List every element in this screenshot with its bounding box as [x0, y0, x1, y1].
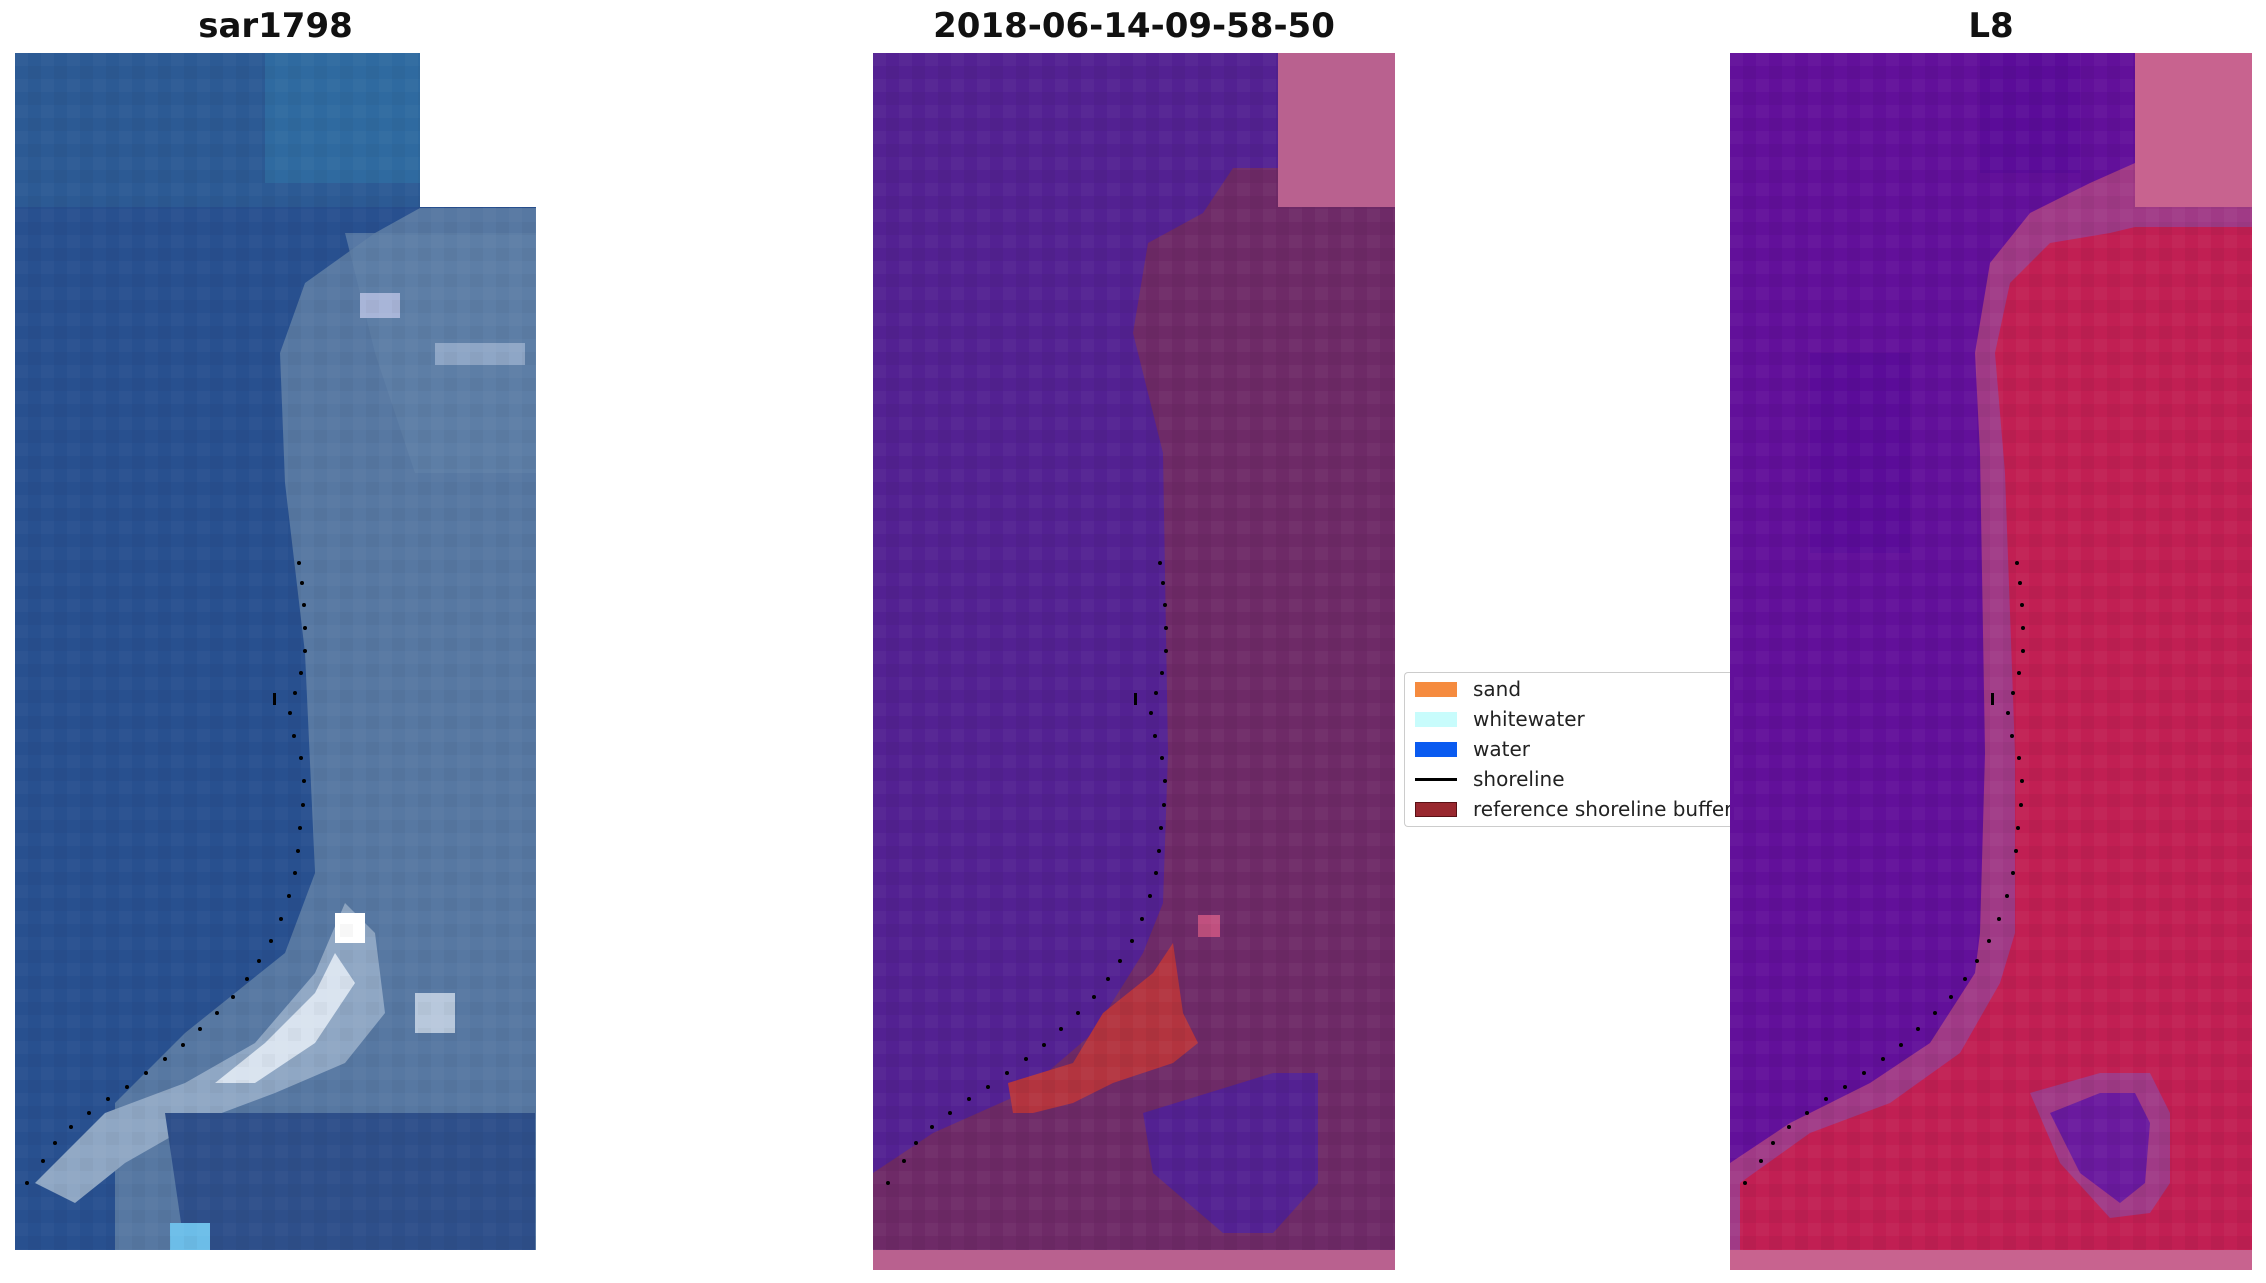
mndwi-image-panel [1730, 53, 2252, 1270]
sand-swatch [1415, 681, 1457, 697]
legend-label: reference shoreline buffer [1473, 797, 1733, 821]
classified-image-panel [873, 53, 1395, 1270]
legend-label: water [1473, 737, 1530, 761]
panel-title-classified: 2018-06-14-09-58-50 [933, 6, 1335, 46]
shoreline-dots [886, 561, 1168, 1185]
legend-item-whitewater: whitewater [1415, 705, 1585, 733]
legend-item-water: water [1415, 735, 1530, 763]
panel-title-mndwi: L8 [1968, 6, 2014, 46]
whitewater-swatch [1415, 711, 1457, 727]
legend-item-reference-buffer: reference shoreline buffer [1415, 795, 1732, 823]
water-swatch [1415, 741, 1457, 757]
shoreline-dots [25, 561, 307, 1185]
buffer-swatch [1415, 801, 1457, 817]
shoreline-dots [1743, 561, 2025, 1185]
legend-item-sand: sand [1415, 675, 1521, 703]
shoreline-line-swatch [1415, 777, 1457, 781]
legend-label: shoreline [1473, 767, 1565, 791]
legend-label: whitewater [1473, 707, 1585, 731]
panel-title-rgb: sar1798 [198, 6, 353, 46]
legend-item-shoreline: shoreline [1415, 765, 1565, 793]
rgb-image-panel [15, 53, 536, 1250]
legend: sand whitewater water shoreline referenc… [1404, 672, 1734, 827]
legend-label: sand [1473, 677, 1522, 701]
panel-edge [1730, 672, 1734, 827]
rgb-image [15, 53, 536, 1250]
classified-image [873, 53, 1395, 1270]
mndwi-image [1730, 53, 2252, 1270]
